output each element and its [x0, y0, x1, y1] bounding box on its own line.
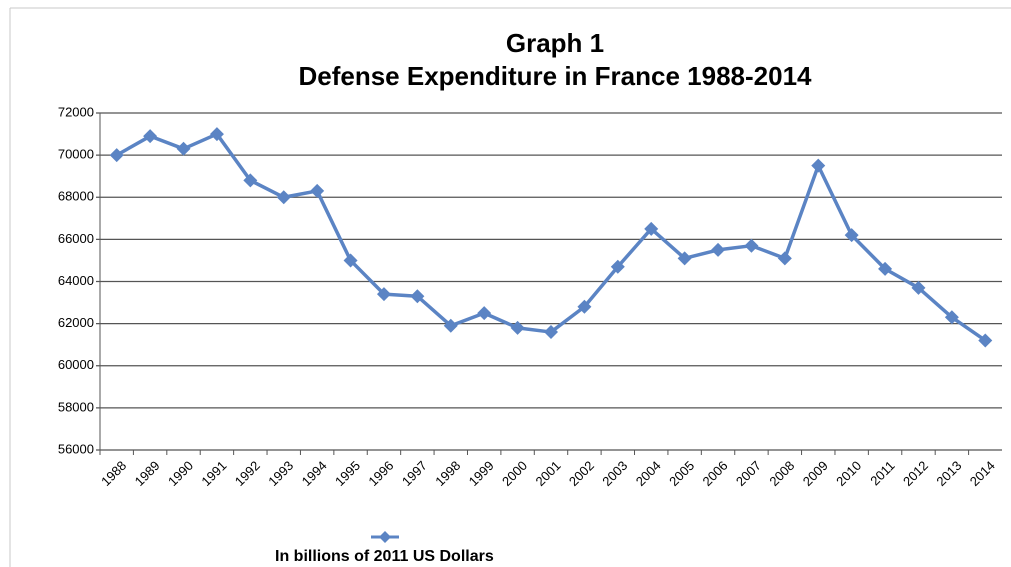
x-tick-label: 2006 [700, 458, 731, 489]
x-tick-label: 1990 [165, 458, 196, 489]
point-marker [243, 173, 258, 188]
x-tick-label: 1988 [98, 458, 129, 489]
point-marker [477, 306, 492, 321]
x-tick-label: 2001 [532, 458, 563, 489]
x-tick-label: 1992 [232, 458, 263, 489]
y-tick-label: 70000 [58, 147, 94, 162]
point-marker [878, 261, 893, 276]
x-tick-label: 2007 [733, 458, 764, 489]
point-marker [677, 251, 692, 266]
point-marker [276, 190, 291, 205]
point-marker [777, 251, 792, 266]
point-marker [376, 287, 391, 302]
chart-subtitle: Defense Expenditure in France 1988-2014 [298, 61, 812, 91]
point-marker [143, 129, 158, 144]
legend-marker [379, 531, 391, 543]
x-tick-label: 1999 [466, 458, 497, 489]
y-tick-label: 64000 [58, 273, 94, 288]
y-tick-label: 68000 [58, 189, 94, 204]
x-tick-label: 2010 [833, 458, 864, 489]
point-marker [744, 238, 759, 253]
point-marker [343, 253, 358, 268]
point-marker [944, 310, 959, 325]
point-marker [978, 333, 993, 348]
x-tick-label: 2012 [900, 458, 931, 489]
point-marker [844, 228, 859, 243]
x-tick-label: 2003 [599, 458, 630, 489]
x-tick-label: 2009 [800, 458, 831, 489]
point-marker [711, 242, 726, 257]
y-tick-label: 60000 [58, 357, 94, 372]
point-marker [176, 141, 191, 156]
x-tick-label: 1996 [365, 458, 396, 489]
y-tick-label: 56000 [58, 441, 94, 456]
point-marker [209, 127, 224, 142]
x-tick-label: 1995 [332, 458, 363, 489]
legend-label: In billions of 2011 US Dollars [275, 548, 494, 565]
point-marker [410, 289, 425, 304]
y-tick-label: 62000 [58, 315, 94, 330]
point-marker [544, 325, 558, 340]
x-tick-label: 2000 [499, 458, 530, 489]
x-tick-label: 2005 [666, 458, 697, 489]
point-marker [577, 299, 592, 314]
point-marker [911, 280, 926, 295]
x-tick-label: 1991 [198, 458, 229, 489]
chart-title: Graph 1 [506, 28, 604, 58]
x-tick-label: 2008 [766, 458, 797, 489]
point-marker [510, 320, 525, 335]
point-marker [610, 259, 625, 274]
x-tick-label: 2002 [566, 458, 597, 489]
point-marker [310, 183, 325, 198]
point-marker [811, 158, 826, 173]
y-tick-label: 72000 [58, 104, 94, 119]
y-tick-label: 58000 [58, 399, 94, 414]
x-tick-label: 1998 [432, 458, 463, 489]
point-marker [109, 148, 124, 163]
x-tick-label: 1989 [132, 458, 163, 489]
point-marker [644, 221, 659, 236]
x-tick-label: 1993 [265, 458, 296, 489]
x-tick-label: 2014 [967, 458, 998, 489]
point-marker [443, 318, 458, 333]
x-tick-label: 2011 [867, 458, 897, 488]
y-tick-label: 66000 [58, 231, 94, 246]
x-tick-label: 2004 [633, 458, 664, 489]
x-tick-label: 1997 [399, 458, 430, 489]
x-tick-label: 1994 [299, 458, 330, 489]
x-tick-label: 2013 [933, 458, 964, 489]
